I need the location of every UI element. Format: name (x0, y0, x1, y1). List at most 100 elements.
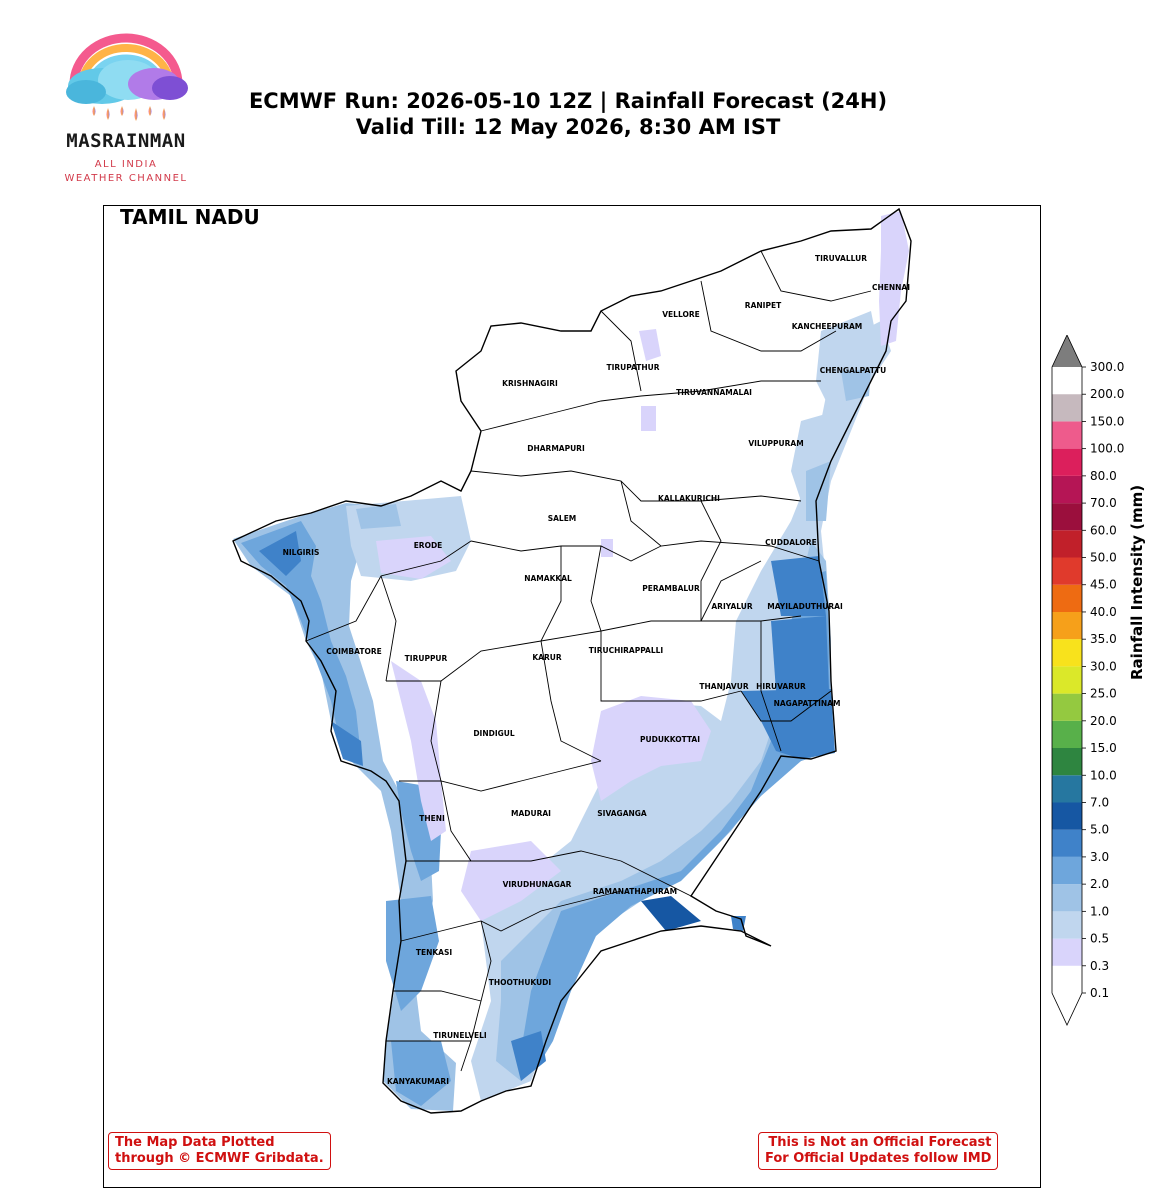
colorbar-band (1052, 503, 1082, 531)
colorbar-band (1052, 475, 1082, 504)
district-label: VILUPPURAM (748, 439, 803, 448)
logo-tagline-1: ALL INDIA (94, 159, 158, 170)
district-label: TIRUVANNAMALAI (676, 388, 752, 397)
colorbar-band (1052, 720, 1082, 749)
colorbar-band (1052, 611, 1082, 640)
district-label: THENI (419, 814, 445, 823)
colorbar-tick-label: 100.0 (1090, 442, 1124, 456)
colorbar-band (1052, 856, 1082, 885)
channel-logo: MASRAINMAN ALL INDIA WEATHER CHANNEL (42, 22, 210, 192)
rainfall-shading (233, 211, 909, 1111)
district-label: MAYILADUTHURAI (767, 602, 843, 611)
colorbar-tick-label: 25.0 (1090, 687, 1117, 701)
map-panel: TIRUVALLUR CHENNAI RANIPET VELLORE KANCH… (103, 205, 1041, 1188)
rainfall-colorbar: 0.1 0.3 0.5 1.0 2.0 3.0 5.0 7.0 10.0 15.0 20.0 25.0… (1051, 335, 1124, 1026)
district-label: CHENNAI (872, 283, 910, 292)
colorbar-tick-label: 3.0 (1090, 850, 1109, 864)
tamil-nadu-map: TIRUVALLUR CHENNAI RANIPET VELLORE KANCH… (232, 207, 912, 1114)
district-label: KANYAKUMARI (387, 1077, 449, 1086)
district-label: VIRUDHUNAGAR (503, 880, 572, 889)
title-line-2: Valid Till: 12 May 2026, 8:30 AM IST (355, 115, 781, 139)
district-label: VELLORE (662, 310, 700, 319)
colorbar-band (1052, 775, 1082, 803)
colorbar-tick-label: 0.3 (1090, 959, 1109, 973)
district-label: SIVAGANGA (597, 809, 647, 818)
district-label: CUDDALORE (765, 538, 817, 547)
district-label: CHENGALPATTU (820, 366, 886, 375)
logo-tagline-2: WEATHER CHANNEL (64, 173, 188, 184)
colorbar-band (1052, 802, 1082, 830)
district-label: PERAMBALUR (642, 584, 700, 593)
note-line: This is Not an Official Forecast (768, 1135, 992, 1150)
colorbar-tick-label: 45.0 (1090, 578, 1117, 592)
colorbar-band (1052, 530, 1082, 558)
colorbar-tick-label: 0.5 (1090, 932, 1109, 946)
region-title: TAMIL NADU (120, 205, 260, 229)
colorbar-tick-label: 60.0 (1090, 523, 1117, 537)
colorbar-tick-label: 300.0 (1090, 360, 1124, 374)
colorbar-band (1052, 748, 1082, 776)
colorbar-band (1052, 394, 1082, 422)
colorbar-tick-label: 50.0 (1090, 551, 1117, 565)
district-label: KALLAKURICHI (658, 494, 720, 503)
district-label: TIRUPPUR (405, 654, 448, 663)
district-label: NAMAKKAL (524, 574, 572, 583)
note-line: The Map Data Plotted (115, 1135, 275, 1150)
district-label: DHARMAPURI (527, 444, 585, 453)
district-label: HIRUVARUR (756, 682, 806, 691)
state-outline (232, 207, 912, 1114)
colorbar-tick-label: 15.0 (1090, 741, 1117, 755)
colorbar-band (1052, 884, 1082, 912)
colorbar-tick-label: 5.0 (1090, 823, 1109, 837)
colorbar-tick-label: 30.0 (1090, 659, 1117, 673)
district-label: TIRUPATHUR (606, 363, 659, 372)
district-label: MADURAI (511, 809, 551, 818)
district-label: ERODE (414, 541, 443, 550)
colorbar-tick-label: 10.0 (1090, 768, 1117, 782)
district-label: COIMBATORE (326, 647, 381, 656)
district-label: PUDUKKOTTAI (640, 735, 700, 744)
rainbow-cloud-icon (66, 33, 188, 121)
colorbar-band (1052, 938, 1082, 966)
district-label: THOOTHUKUDI (489, 978, 552, 987)
district-label: SALEM (548, 514, 577, 523)
colorbar-band (1052, 557, 1082, 585)
colorbar-band (1052, 584, 1082, 612)
colorbar-band (1052, 829, 1082, 857)
district-label: TIRUNELVELI (433, 1031, 487, 1040)
district-label: THANJAVUR (699, 682, 748, 691)
colorbar-tick-label: 80.0 (1090, 469, 1117, 483)
district-label: TIRUCHIRAPPALLI (589, 646, 664, 655)
colorbar-tick-label: 1.0 (1090, 904, 1109, 918)
colorbar-band (1052, 421, 1082, 449)
colorbar-tick-label: 150.0 (1090, 414, 1124, 428)
colorbar-band (1052, 965, 1082, 993)
district-label: DINDIGUL (473, 729, 515, 738)
chart-title: ECMWF Run: 2026-05-10 12Z | Rainfall For… (196, 88, 940, 140)
colorbar-band (1052, 639, 1082, 667)
note-line: through © ECMWF Gribdata. (115, 1151, 324, 1166)
district-label: KANCHEEPURAM (792, 322, 863, 331)
colorbar-title: Rainfall Intensity (mm) (1128, 484, 1146, 680)
colorbar-band (1052, 993, 1082, 1025)
district-label: ARIYALUR (711, 602, 752, 611)
colorbar-tick-label: 20.0 (1090, 714, 1117, 728)
district-labels: TIRUVALLUR CHENNAI RANIPET VELLORE KANCH… (283, 254, 911, 1086)
district-label: TENKASI (416, 948, 453, 957)
colorbar-tick-label: 35.0 (1090, 632, 1117, 646)
title-line-1: ECMWF Run: 2026-05-10 12Z | Rainfall For… (248, 89, 888, 113)
colorbar-tick-label: 40.0 (1090, 605, 1117, 619)
district-boundaries (305, 250, 872, 1072)
district-label: NILGIRIS (283, 548, 320, 557)
data-source-note: The Map Data Plotted through © ECMWF Gri… (108, 1132, 331, 1170)
colorbar-band (1052, 666, 1082, 694)
district-label: KARUR (532, 653, 561, 662)
district-label: RAMANATHAPURAM (593, 887, 677, 896)
colorbar-tick-label: 70.0 (1090, 496, 1117, 510)
colorbar-tick-label: 0.1 (1090, 986, 1109, 1000)
disclaimer-note: This is Not an Official Forecast For Off… (758, 1132, 999, 1170)
district-label: KRISHNAGIRI (502, 379, 558, 388)
note-line: For Official Updates follow IMD (765, 1151, 992, 1166)
district-label: TIRUVALLUR (815, 254, 867, 263)
colorbar-band (1052, 911, 1082, 939)
